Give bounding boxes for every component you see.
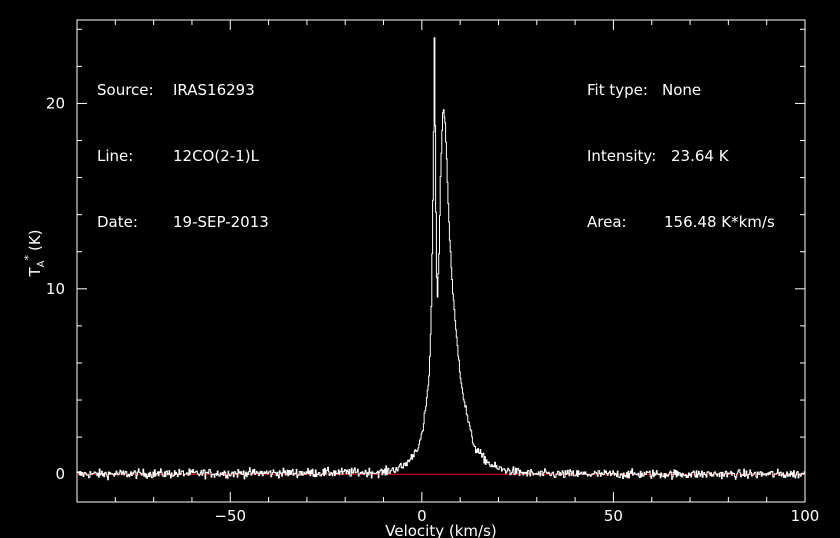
y-tick-label: 0 xyxy=(55,465,65,483)
date-value: 19-SEP-2013 xyxy=(173,213,269,231)
plot-frame xyxy=(76,19,806,503)
y-axis-title-sub: A xyxy=(36,260,47,267)
area-label: Area: xyxy=(587,213,627,231)
intensity-row: Intensity: 23.64 K xyxy=(587,145,775,167)
date-label: Date: xyxy=(97,213,138,231)
x-axis-title: Velocity (km/s) xyxy=(385,522,496,538)
area-value: 156.48 K*km/s xyxy=(664,213,775,231)
area-row: Area: 156.48 K*km/s xyxy=(587,211,775,233)
source-row: Source: IRAS16293 xyxy=(97,79,269,101)
spectrum-line xyxy=(77,37,805,481)
source-value: IRAS16293 xyxy=(173,81,255,99)
x-tick-labels: −50 0 50 100 xyxy=(214,507,819,525)
fit-label: Fit type: xyxy=(587,81,648,99)
y-axis-title-main: T xyxy=(26,267,44,278)
axis-ticks xyxy=(77,20,806,502)
date-row: Date: 19-SEP-2013 xyxy=(97,211,269,233)
y-tick-labels: 0 10 20 xyxy=(46,94,65,483)
info-right: Fit type: None Intensity: 23.64 K Area: 156… xyxy=(587,35,775,255)
x-tick-label: 0 xyxy=(417,507,427,525)
line-label: Line: xyxy=(97,147,134,165)
y-axis-title-unit: (K) xyxy=(26,229,44,251)
x-tick-label: −50 xyxy=(214,507,246,525)
x-tick-label: 50 xyxy=(604,507,623,525)
intensity-label: Intensity: xyxy=(587,147,657,165)
fit-value: None xyxy=(662,81,702,99)
source-label: Source: xyxy=(97,81,154,99)
line-value: 12CO(2-1)L xyxy=(173,147,259,165)
line-row: Line: 12CO(2-1)L xyxy=(97,145,269,167)
x-tick-label: 100 xyxy=(791,507,820,525)
info-left: Source: IRAS16293 Line: 12CO(2-1)L Date: 19… xyxy=(97,35,269,255)
intensity-value: 23.64 K xyxy=(671,147,729,165)
y-tick-label: 20 xyxy=(46,94,65,112)
y-axis-title-sup: * xyxy=(22,255,35,261)
y-tick-label: 10 xyxy=(46,280,65,298)
y-axis-title: TA* (K) xyxy=(22,229,47,277)
fit-row: Fit type: None xyxy=(587,79,775,101)
